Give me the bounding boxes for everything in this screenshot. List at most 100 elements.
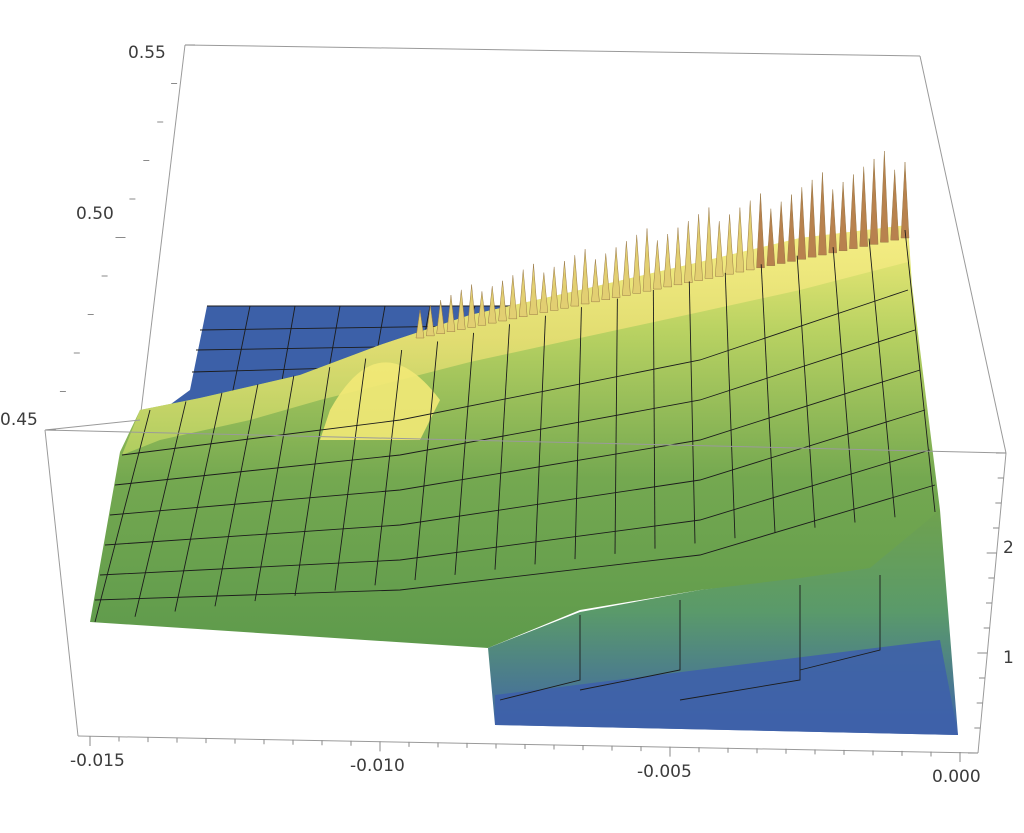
ridge-spike [508,275,518,320]
ridge-spike [807,179,817,258]
mesh-line-col [760,264,776,533]
mesh-line-col [868,238,896,518]
ridge-spike [869,158,879,245]
mesh-line-row [114,329,916,486]
ridge-spike [828,189,838,254]
ridge-spike [436,300,445,334]
mesh-line-step [679,585,801,701]
ridge-spike [632,234,641,294]
mesh-line-col [294,367,331,596]
ridge-spike [477,291,487,326]
ridge-spikes [415,151,910,339]
ridge-spike [611,247,621,298]
mesh-line-col [414,341,439,581]
ridge-spike [787,194,796,262]
mesh-line-col [832,247,856,523]
ridge-spike [560,261,569,309]
ridge-spike [518,269,528,317]
mesh-line-col [614,298,618,554]
ridge-spike [549,266,559,311]
ridge-spike [539,272,549,313]
ridge-spike [714,221,724,277]
mesh-line-col [134,401,187,617]
ridge-spike [580,249,590,305]
ridge-spike [900,161,910,239]
mesh-line-col [724,272,736,539]
mesh-line-step [799,575,881,671]
ridge-spike [838,181,848,252]
ridge-spike [663,234,672,288]
surface-mesh [94,229,936,701]
mesh-line-col [688,281,696,544]
ridge-spike [467,284,476,328]
mesh-line-row [104,409,926,546]
ridge-spike [415,309,425,339]
ridge-spike [725,214,734,275]
ridge-spike [684,221,693,283]
ridge-spike [818,172,827,256]
mesh-line-col [652,289,656,549]
x-axis-labels: -0.015 -0.010 -0.005 0.000 [70,751,981,787]
ridge-spike [745,200,755,271]
ridge-spike [653,240,662,290]
ridge-spike [529,263,538,315]
ridge-spike [642,228,652,292]
y-tick-label: 1 [1003,648,1014,668]
axis-ticks [46,44,1006,762]
mesh-line-col [534,315,546,565]
mesh-line-row [109,369,921,516]
mesh-line-col [214,384,259,607]
mesh-line-col [904,229,936,513]
back-box-edges [139,44,1007,454]
ridge-spike [601,253,611,300]
mesh-line-col [494,324,510,570]
mesh-line-col [174,392,223,612]
hump-surface [320,362,440,440]
ridge-spike [890,169,899,241]
x-tick-label: -0.015 [70,751,125,771]
y-tick-label: 2 [1003,538,1014,558]
mesh-line-step [499,615,581,701]
ridge-spike [735,207,745,273]
mesh-line-col [334,358,367,591]
ridge-spike [570,255,580,307]
mesh-line-row [121,289,909,456]
y-axis-labels: 2 1 [1003,538,1014,668]
mesh-line-col [454,332,475,575]
ridge-spike [498,280,507,322]
ridge-spike [704,207,714,279]
ridge-spike [756,193,765,269]
ridge-spike [797,187,807,260]
z-tick-label: 0.45 [0,410,38,430]
mesh-line-col [374,349,403,586]
ridge-spike [487,286,497,324]
x-tick-label: -0.005 [637,762,692,782]
ridge-spike [673,227,683,286]
mesh-line-col [796,255,816,528]
ridge-spike [859,166,868,247]
ridge-spike [426,305,435,337]
mesh-line-col [254,375,295,602]
ridge-spike [766,208,776,266]
ridge-spike [591,259,600,303]
z-tick-label: 0.50 [76,204,114,224]
mesh-line-col [574,307,582,560]
ridge-spike [622,241,631,296]
mesh-line-col [94,409,151,623]
x-tick-label: 0.000 [932,767,981,787]
ridge-spike [880,151,889,243]
ridge-spike [776,201,786,264]
mesh-line-step [579,600,681,691]
z-tick-label: 0.55 [128,43,166,63]
z-axis-labels: 0.55 0.50 0.45 [0,43,166,430]
ridge-spike [694,214,703,281]
ridge-band [122,225,908,455]
ridge-spike [849,174,858,249]
ridge-spike [457,289,466,330]
cliff-floor [495,640,958,735]
x-tick-label: -0.010 [350,756,405,776]
ridge-spike [446,295,456,332]
mesh-line-row [99,449,931,576]
mesh-line-row [94,484,936,601]
